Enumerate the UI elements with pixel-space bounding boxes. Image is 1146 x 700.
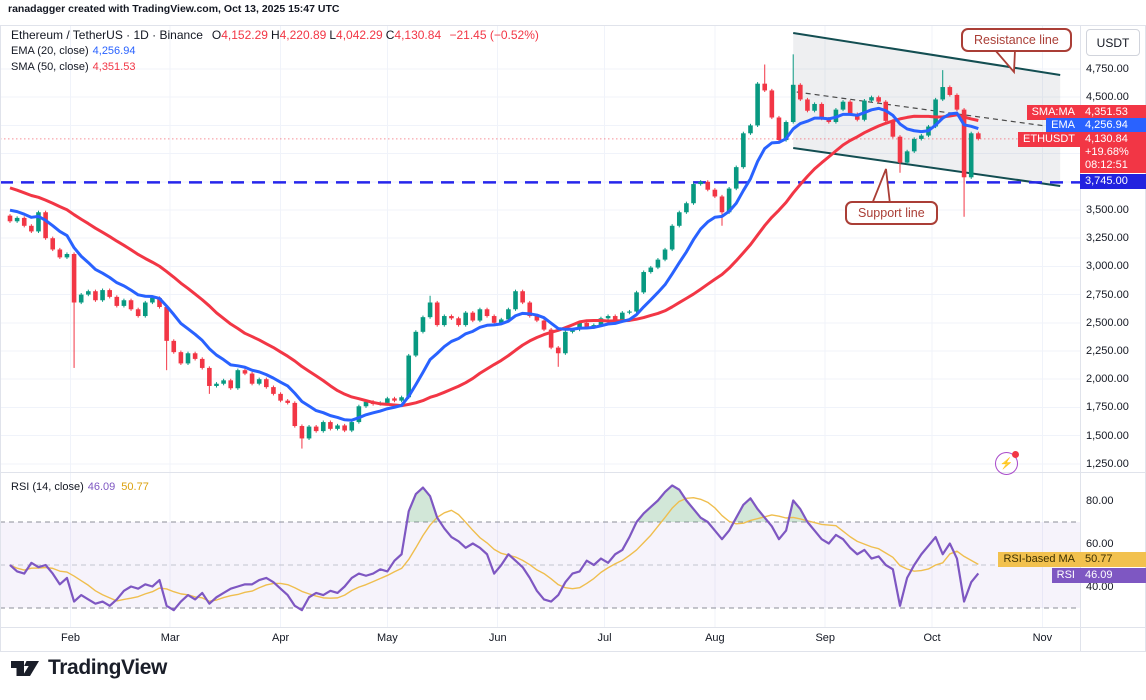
month-label: Apr bbox=[271, 632, 290, 644]
tradingview-logo-icon bbox=[11, 661, 39, 676]
support-price-label: 3,745.00 bbox=[1080, 174, 1146, 189]
last-price-label: ETHUSDT 4,130.84 +19.68% 08:12:51 bbox=[1018, 132, 1146, 173]
ema-price-tag: EMA bbox=[1046, 118, 1080, 133]
price-axis-label: 1,250.00 bbox=[1086, 457, 1129, 470]
price-axis-label: 1,500.00 bbox=[1086, 429, 1129, 442]
symbol-tag: ETHUSDT bbox=[1018, 132, 1080, 147]
price-axis-label: 3,000.00 bbox=[1086, 260, 1129, 273]
sma-price-label: SMA:MA 4,351.53 bbox=[1026, 105, 1146, 120]
month-label: Aug bbox=[705, 632, 725, 644]
price-axis-label: 4,750.00 bbox=[1086, 63, 1129, 75]
ema-price-value: 4,256.94 bbox=[1080, 118, 1146, 133]
support-line-callout[interactable]: Support line bbox=[845, 201, 938, 225]
low-label: L bbox=[329, 28, 337, 42]
sma-price-value: 4,351.53 bbox=[1080, 105, 1146, 120]
price-axis-label: 2,250.00 bbox=[1086, 345, 1129, 357]
change-percent-value: +19.68% bbox=[1085, 146, 1129, 158]
price-axis-label: 2,750.00 bbox=[1086, 288, 1129, 301]
tradingview-logo-text: TradingView bbox=[48, 656, 167, 679]
sma-legend-label: SMA (50, close) bbox=[11, 61, 89, 73]
rsi-ma-legend-value: 50.77 bbox=[121, 481, 149, 493]
month-label: Jun bbox=[488, 632, 507, 644]
month-label: Mar bbox=[160, 632, 180, 644]
price-axis-label: 2,500.00 bbox=[1086, 316, 1129, 329]
rsi-ma-label: RSI-based MA 50.77 bbox=[998, 552, 1146, 567]
support-price-value: 3,745.00 bbox=[1080, 174, 1146, 189]
rsi-axis-label: 60.00 bbox=[1086, 537, 1114, 550]
rsi-value: 46.09 bbox=[1080, 568, 1146, 583]
rsi-legend-label: RSI (14, close) bbox=[11, 481, 84, 493]
notification-dot bbox=[1012, 451, 1019, 458]
last-price-value: 4,130.84 bbox=[1085, 133, 1128, 145]
open-value: 4,152.29 bbox=[221, 28, 268, 42]
month-label: May bbox=[376, 632, 398, 644]
ema-legend-value: 4,256.94 bbox=[92, 45, 136, 57]
sma-price-tag: SMA:MA bbox=[1026, 105, 1080, 120]
price-axis-label: 3,500.00 bbox=[1086, 204, 1129, 216]
rsi-axis-label: 80.00 bbox=[1086, 494, 1114, 507]
change-value: −21.45 (−0.52%) bbox=[449, 28, 539, 42]
attribution-text: ranadagger created with TradingView.com,… bbox=[8, 3, 340, 15]
rsi-tag: RSI bbox=[1051, 568, 1080, 583]
month-label: Feb bbox=[61, 632, 80, 644]
currency-unit-button[interactable]: USDT bbox=[1086, 29, 1140, 56]
rsi-legend-value: 46.09 bbox=[87, 481, 116, 493]
bar-countdown: 08:12:51 bbox=[1085, 159, 1128, 171]
rsi-value-label: RSI 46.09 bbox=[1051, 568, 1146, 583]
month-label: Oct bbox=[923, 632, 941, 644]
rsi-ma-tag: RSI-based MA bbox=[998, 552, 1080, 567]
sma-legend-value: 4,351.53 bbox=[92, 61, 136, 73]
open-label: O bbox=[211, 28, 222, 42]
rsi-axis-label: 40.00 bbox=[1086, 580, 1114, 593]
month-label: Jul bbox=[597, 632, 612, 644]
close-value: 4,130.84 bbox=[394, 28, 442, 42]
price-axis-label: 2,000.00 bbox=[1086, 373, 1129, 386]
sma-legend[interactable]: SMA (50, close) 4,351.53 bbox=[11, 61, 135, 73]
price-axis-label: 1,750.00 bbox=[1086, 401, 1129, 414]
last-price-box: 4,130.84 +19.68% 08:12:51 bbox=[1080, 132, 1146, 173]
high-value: 4,220.89 bbox=[279, 28, 327, 42]
month-label: Nov bbox=[1032, 632, 1053, 644]
symbol-header: Ethereum / TetherUS · 1D · Binance O4,152… bbox=[11, 28, 539, 42]
ema-legend-label: EMA (20, close) bbox=[11, 45, 89, 57]
resistance-line-callout[interactable]: Resistance line bbox=[961, 28, 1072, 52]
lightning-boost-icon[interactable]: ⚡ bbox=[995, 451, 1019, 475]
ema-legend[interactable]: EMA (20, close) 4,256.94 bbox=[11, 45, 135, 57]
price-axis-label: 4,500.00 bbox=[1086, 91, 1129, 104]
rsi-legend[interactable]: RSI (14, close) 46.09 50.77 bbox=[11, 481, 149, 493]
high-label: H bbox=[270, 28, 280, 42]
price-axis-label: 3,250.00 bbox=[1086, 232, 1129, 245]
month-label: Sep bbox=[815, 632, 836, 644]
footer-brand[interactable]: TradingView bbox=[10, 656, 167, 680]
low-value: 4,042.29 bbox=[336, 28, 383, 42]
symbol-title[interactable]: Ethereum / TetherUS · 1D · Binance bbox=[11, 28, 203, 42]
close-label: C bbox=[385, 28, 395, 42]
rsi-ma-value: 50.77 bbox=[1080, 552, 1146, 567]
ema-price-label: EMA 4,256.94 bbox=[1046, 118, 1146, 133]
